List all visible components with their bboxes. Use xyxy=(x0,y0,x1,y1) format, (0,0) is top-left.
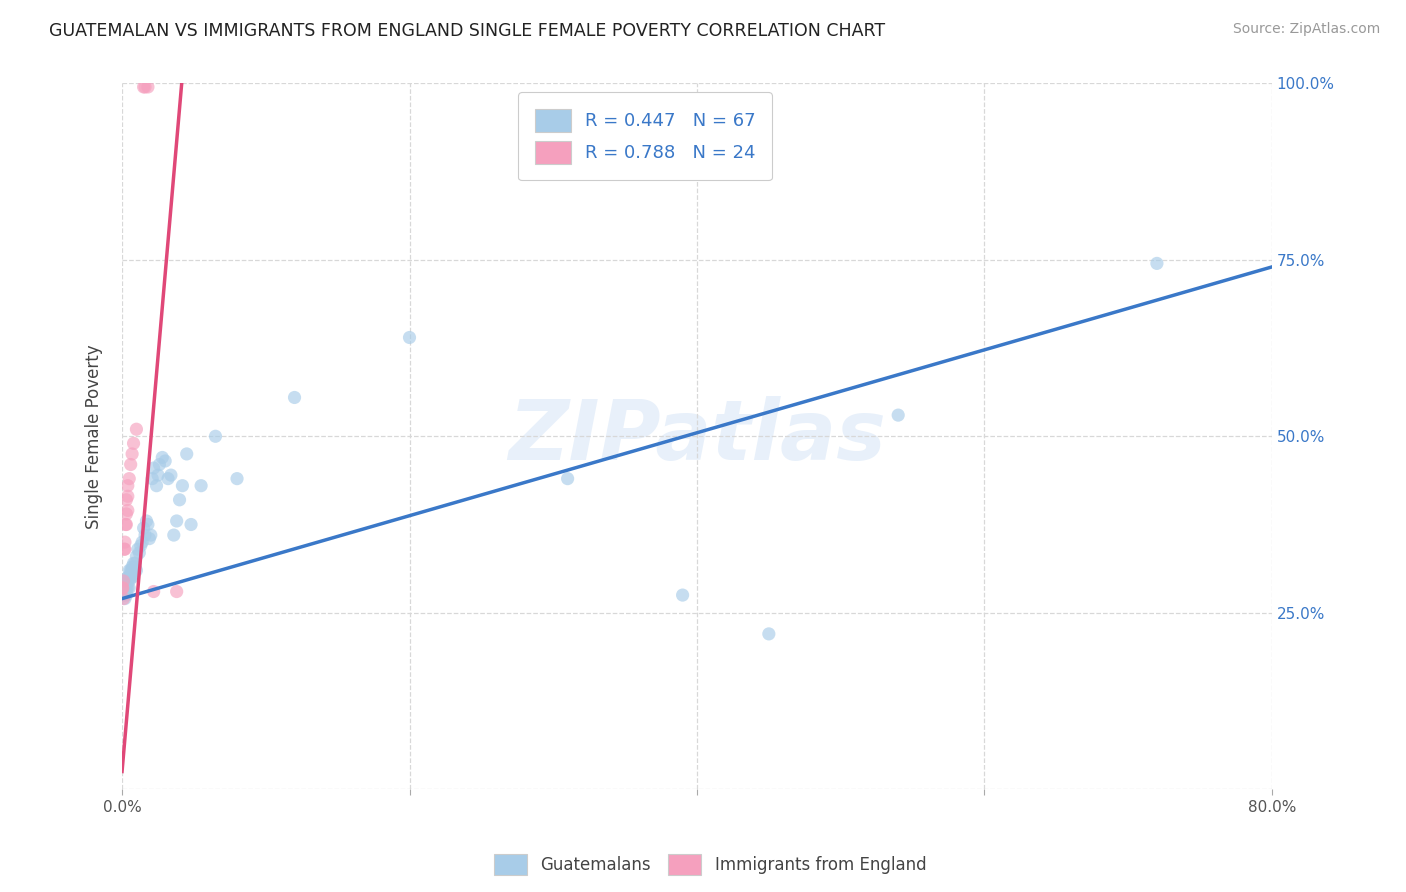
Point xyxy=(120,563,142,577)
Point xyxy=(125,422,148,436)
Point xyxy=(117,503,139,517)
Point xyxy=(190,478,212,492)
Point xyxy=(169,492,191,507)
Point xyxy=(112,588,135,602)
Point xyxy=(122,566,145,581)
Point xyxy=(887,408,910,422)
Point xyxy=(134,528,156,542)
Point xyxy=(112,542,135,557)
Point xyxy=(114,581,136,595)
Point xyxy=(118,472,141,486)
Point xyxy=(118,563,141,577)
Point xyxy=(115,507,138,521)
Point xyxy=(117,570,139,584)
Point xyxy=(180,517,202,532)
Point xyxy=(111,581,134,595)
Point xyxy=(132,521,155,535)
Point xyxy=(136,517,159,532)
Point xyxy=(145,478,167,492)
Point xyxy=(115,517,138,532)
Point xyxy=(114,591,136,606)
Point xyxy=(163,528,186,542)
Point xyxy=(117,581,139,595)
Point xyxy=(148,458,170,472)
Text: ZIPatlas: ZIPatlas xyxy=(508,396,886,477)
Point xyxy=(120,458,142,472)
Point xyxy=(398,330,420,344)
Point xyxy=(114,542,136,557)
Point xyxy=(115,492,138,507)
Point xyxy=(127,542,149,557)
Point xyxy=(115,584,138,599)
Point xyxy=(124,557,146,571)
Point xyxy=(758,627,780,641)
Point xyxy=(112,584,135,599)
Point xyxy=(557,472,579,486)
Point xyxy=(121,447,143,461)
Point xyxy=(132,79,155,94)
Point xyxy=(121,570,143,584)
Point xyxy=(120,570,142,584)
Point xyxy=(671,588,693,602)
Point xyxy=(120,566,142,581)
Point xyxy=(176,447,198,461)
Point xyxy=(283,391,305,405)
Point xyxy=(112,581,135,595)
Point xyxy=(115,577,138,591)
Point xyxy=(128,546,150,560)
Point xyxy=(111,581,134,595)
Text: GUATEMALAN VS IMMIGRANTS FROM ENGLAND SINGLE FEMALE POVERTY CORRELATION CHART: GUATEMALAN VS IMMIGRANTS FROM ENGLAND SI… xyxy=(49,22,886,40)
Point xyxy=(118,570,141,584)
Point xyxy=(114,535,136,549)
Point xyxy=(138,532,160,546)
Point xyxy=(129,539,152,553)
Legend: Guatemalans, Immigrants from England: Guatemalans, Immigrants from England xyxy=(488,847,932,882)
Point xyxy=(124,559,146,574)
Point xyxy=(118,581,141,595)
Point xyxy=(136,79,159,94)
Point xyxy=(134,79,156,94)
Point xyxy=(157,472,180,486)
Point xyxy=(125,549,148,564)
Point xyxy=(112,574,135,588)
Point xyxy=(112,591,135,606)
Legend: R = 0.447   N = 67, R = 0.788   N = 24: R = 0.447 N = 67, R = 0.788 N = 24 xyxy=(519,93,772,180)
Point xyxy=(166,584,188,599)
Point xyxy=(226,472,249,486)
Point xyxy=(146,468,169,483)
Point xyxy=(142,461,165,475)
Point xyxy=(122,436,145,450)
Y-axis label: Single Female Poverty: Single Female Poverty xyxy=(86,344,103,529)
Text: Source: ZipAtlas.com: Source: ZipAtlas.com xyxy=(1233,22,1381,37)
Point xyxy=(117,489,139,503)
Point xyxy=(118,574,141,588)
Point xyxy=(115,581,138,595)
Point xyxy=(111,581,134,595)
Point xyxy=(1146,256,1168,270)
Point xyxy=(139,528,162,542)
Point xyxy=(142,584,165,599)
Point xyxy=(114,517,136,532)
Point xyxy=(204,429,226,443)
Point xyxy=(141,472,163,486)
Point xyxy=(122,557,145,571)
Point xyxy=(131,535,153,549)
Point xyxy=(135,514,157,528)
Point xyxy=(114,584,136,599)
Point xyxy=(153,454,176,468)
Point xyxy=(114,577,136,591)
Point xyxy=(166,514,188,528)
Point xyxy=(150,450,173,465)
Point xyxy=(115,588,138,602)
Point xyxy=(121,559,143,574)
Point xyxy=(117,478,139,492)
Point xyxy=(121,563,143,577)
Point xyxy=(160,468,183,483)
Point xyxy=(172,478,194,492)
Point xyxy=(117,574,139,588)
Point xyxy=(125,563,148,577)
Point xyxy=(117,570,139,584)
